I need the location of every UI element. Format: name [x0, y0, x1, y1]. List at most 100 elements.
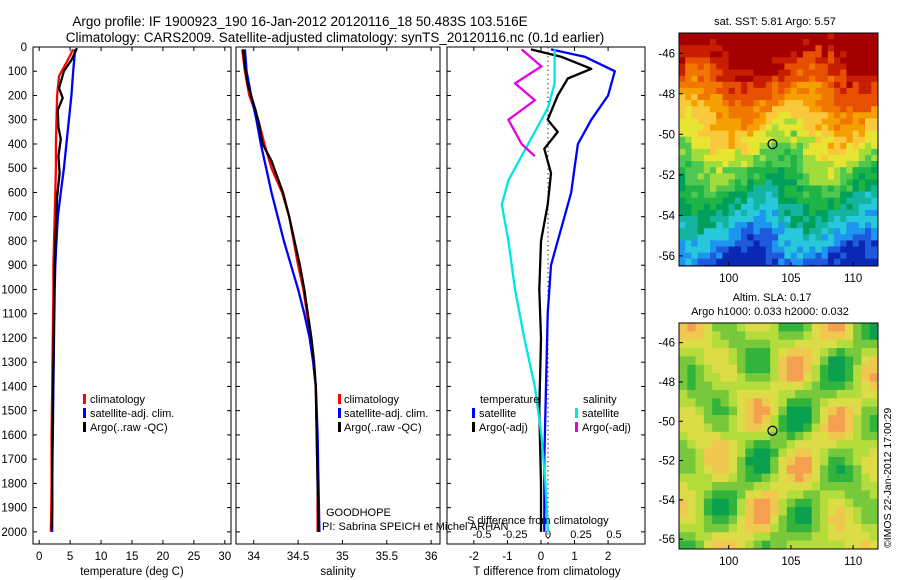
- sla-cell: [687, 473, 696, 483]
- sst-cell: [858, 258, 866, 266]
- sla-cell: [695, 440, 705, 449]
- sst-cell: [759, 258, 767, 266]
- sst-cell: [710, 228, 717, 235]
- sst-cell: [809, 222, 816, 229]
- sla-cell: [753, 381, 763, 391]
- sst-cell: [846, 69, 853, 77]
- sla-cell: [753, 448, 763, 458]
- sst-cell: [796, 51, 804, 58]
- sst-cell: [846, 94, 853, 101]
- sst-cell: [865, 118, 872, 125]
- sst-cell: [747, 246, 754, 253]
- sst-cell: [697, 106, 705, 113]
- sst-cell: [827, 45, 835, 52]
- sst-cell: [716, 124, 723, 131]
- sst-cell: [827, 228, 835, 235]
- sst-cell: [809, 57, 816, 64]
- imos-credit: ©IMOS 22-Jan-2012 17:00:29: [882, 408, 894, 548]
- sst-cell: [747, 161, 754, 168]
- sst-cell: [834, 75, 841, 83]
- sst-cell: [734, 216, 742, 223]
- sst-cell: [716, 246, 723, 253]
- salinity-legend: climatology satellite-adj. clim. Argo(..…: [338, 394, 428, 434]
- sst-cell: [840, 136, 847, 144]
- sla-cell: [703, 331, 713, 341]
- sst-cell: [846, 234, 853, 241]
- sla-cell: [869, 364, 879, 374]
- sst-cell: [790, 33, 798, 40]
- sst-cell: [703, 228, 711, 235]
- sst-cell: [821, 258, 829, 266]
- sst-cell: [722, 81, 729, 89]
- sla-cell: [778, 339, 788, 349]
- sla-cell: [836, 482, 846, 491]
- sla-cell: [811, 415, 821, 424]
- sla-cell: [869, 532, 879, 542]
- sst-cell: [734, 57, 742, 64]
- sst-cell: [703, 203, 711, 211]
- sst-cell: [778, 94, 785, 101]
- sst-cell: [691, 203, 698, 211]
- sst-cell: [679, 240, 686, 247]
- sst-cell: [697, 148, 705, 156]
- sla-cell: [778, 440, 788, 449]
- sst-cell: [821, 63, 829, 70]
- sst-cell: [796, 258, 804, 266]
- sst-cell: [778, 228, 785, 235]
- sla-cell: [753, 540, 763, 550]
- sst-cell: [803, 136, 810, 144]
- sla-cell: [828, 540, 837, 550]
- sst-cell: [765, 51, 773, 58]
- sst-cell: [710, 167, 717, 174]
- sst-cell: [821, 57, 829, 64]
- sst-cell: [703, 57, 711, 64]
- sst-cell: [710, 222, 717, 229]
- depth-tick-label: 200: [8, 90, 27, 102]
- sla-cell: [869, 389, 879, 399]
- sla-cell: [844, 540, 854, 550]
- sst-cell: [728, 197, 736, 205]
- sst-cell: [716, 45, 723, 52]
- s-difference-axis: -0.5 -0.25 0 0.25 0.5: [473, 529, 622, 541]
- sst-cell: [753, 197, 760, 205]
- sla-cell: [679, 415, 688, 424]
- sst-cell: [809, 100, 816, 107]
- sst-cell: [722, 63, 729, 70]
- sst-cell: [871, 51, 878, 58]
- sst-cell: [784, 209, 791, 217]
- sla-cell: [761, 381, 771, 391]
- sla-cell: [703, 482, 713, 491]
- sst-cell: [710, 45, 717, 52]
- sst-cell: [803, 222, 810, 229]
- sst-cell: [741, 87, 748, 95]
- sst-cell: [716, 130, 723, 138]
- sla-cell: [695, 348, 705, 357]
- sla-cell: [703, 440, 713, 449]
- sst-cell: [784, 222, 791, 229]
- sst-cell: [747, 240, 754, 247]
- sla-cell: [770, 523, 779, 533]
- sst-cell: [734, 124, 742, 131]
- sst-cell: [790, 240, 798, 247]
- sla-cell: [853, 490, 862, 500]
- sla-cell: [861, 364, 871, 374]
- sla-cell: [803, 490, 813, 500]
- sst-cell: [778, 240, 785, 247]
- sst-cell: [703, 246, 711, 253]
- sla-cell: [687, 440, 696, 449]
- sst-cell: [759, 209, 767, 217]
- sla-cell: [712, 406, 721, 416]
- sla-cell: [828, 482, 837, 491]
- sst-cell: [747, 45, 754, 52]
- sst-cell: [840, 130, 847, 138]
- sst-cell: [685, 81, 692, 89]
- sst-cell: [741, 209, 748, 217]
- sst-cell: [747, 173, 754, 180]
- sst-cell: [846, 264, 853, 266]
- sst-cell: [703, 185, 711, 192]
- sst-cell: [722, 167, 729, 174]
- sst-cell: [796, 216, 804, 223]
- sst-cell: [710, 124, 717, 131]
- sst-cell: [821, 203, 829, 211]
- sst-cell: [796, 197, 804, 205]
